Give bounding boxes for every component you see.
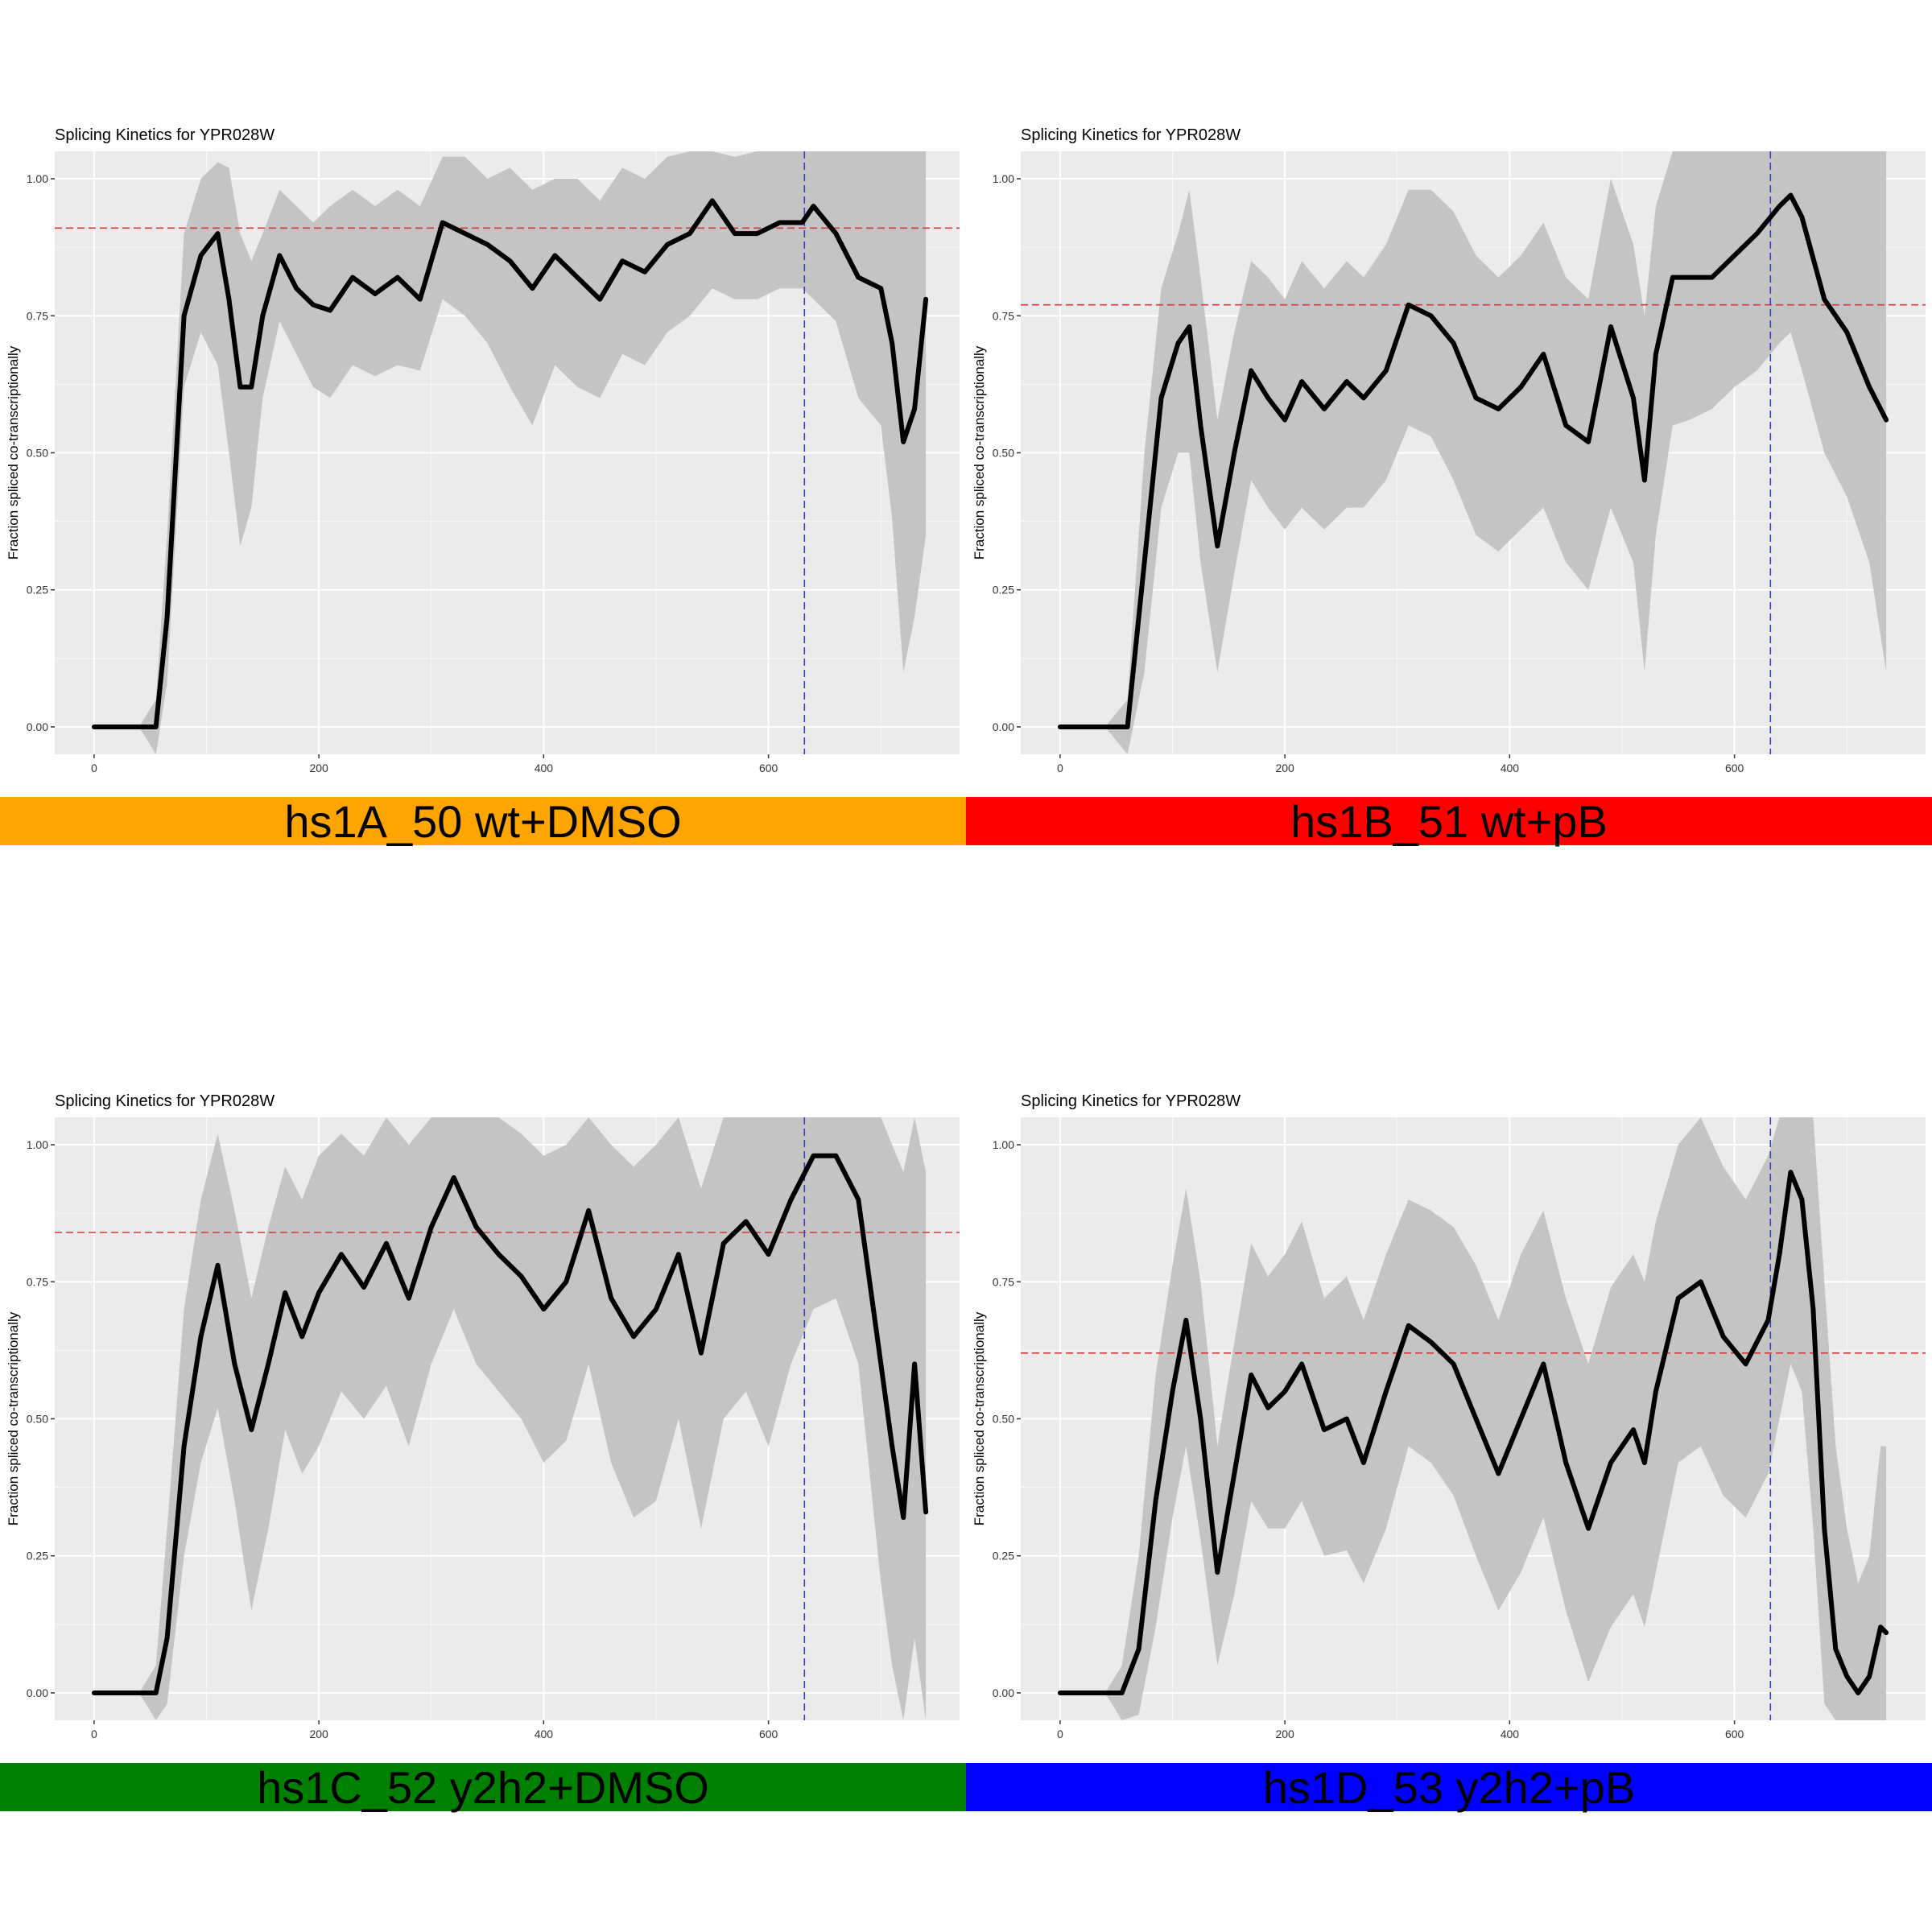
y-axis-label: Fraction spliced co-transcriptionally — [972, 345, 987, 559]
chart-c-svg: Splicing Kinetics for YPR028W 0.00 0.25 0.5… — [6, 1092, 960, 1739]
y-axis-label: Fraction spliced co-transcriptionally — [972, 1311, 987, 1525]
x-tick-label: 200 — [309, 762, 328, 773]
sample-label-band-c: hs1C_52 y2h2+DMSO — [0, 1762, 966, 1813]
chart-panel-c: Splicing Kinetics for YPR028W 0.00 0.25 0.5… — [0, 966, 966, 1813]
series-line — [91, 198, 929, 729]
confidence-ribbon — [1059, 151, 1887, 754]
chart-a-svg: Splicing Kinetics for YPR028W 0.00 0.25 0.5… — [6, 126, 960, 773]
confidence-ribbon — [1059, 1117, 1887, 1720]
x-tick-label: 200 — [1275, 762, 1294, 773]
y-tick-label: 0.25 — [27, 584, 48, 597]
x-tick-label: 200 — [1275, 1728, 1294, 1739]
chart-title: Splicing Kinetics for YPR028W — [55, 126, 275, 144]
x-tick-label: 200 — [309, 1728, 328, 1739]
x-tick-label: 600 — [759, 762, 778, 773]
y-tick-label: 0.00 — [993, 1686, 1014, 1699]
y-tick-label: 1.00 — [993, 172, 1014, 185]
y-tick-label: 0.75 — [993, 309, 1014, 322]
series-line — [1057, 1170, 1889, 1695]
sample-label-band-b: hs1B_51 wt+pB — [966, 796, 1932, 847]
x-tick-label: 0 — [91, 1728, 97, 1739]
y-tick-label: 0.00 — [27, 720, 48, 733]
y-tick-label: 0.75 — [27, 1275, 48, 1288]
sample-label-band-a: hs1A_50 wt+DMSO — [0, 796, 966, 847]
x-tick-label: 600 — [1725, 762, 1744, 773]
chart-title: Splicing Kinetics for YPR028W — [55, 1092, 275, 1110]
y-tick-label: 1.00 — [993, 1138, 1014, 1151]
y-tick-label: 0.50 — [27, 447, 48, 460]
y-tick-label: 0.50 — [993, 1413, 1014, 1426]
chart-title: Splicing Kinetics for YPR028W — [1021, 1092, 1241, 1110]
plot-layer — [1021, 1117, 1926, 1720]
plot-layer — [55, 151, 960, 754]
x-tick-label: 400 — [535, 762, 554, 773]
chart-panel-a: Splicing Kinetics for YPR028W 0.00 0.25 0.5… — [0, 0, 966, 847]
y-axis-label: Fraction spliced co-transcriptionally — [6, 1311, 21, 1525]
confidence-ribbon — [93, 151, 927, 754]
x-tick-label: 600 — [1725, 1728, 1744, 1739]
x-tick-label: 0 — [91, 762, 97, 773]
plot-layer — [55, 1117, 960, 1720]
x-tick-label: 0 — [1057, 1728, 1063, 1739]
y-tick-label: 0.75 — [27, 309, 48, 322]
sample-label-band-d: hs1D_53 y2h2+pB — [966, 1762, 1932, 1813]
plot-layer — [1021, 151, 1926, 754]
chart-b-svg: Splicing Kinetics for YPR028W 0.00 0.25 0.5… — [972, 126, 1926, 773]
chart-d-svg: Splicing Kinetics for YPR028W 0.00 0.25 0.5… — [972, 1092, 1926, 1739]
x-tick-label: 400 — [1501, 762, 1520, 773]
y-axis-label: Fraction spliced co-transcriptionally — [6, 345, 21, 559]
series-line — [91, 1153, 929, 1695]
y-tick-label: 0.25 — [27, 1550, 48, 1563]
y-tick-label: 0.50 — [993, 447, 1014, 460]
chart-title: Splicing Kinetics for YPR028W — [1021, 126, 1241, 144]
y-tick-label: 0.00 — [27, 1686, 48, 1699]
y-tick-label: 0.50 — [27, 1413, 48, 1426]
x-tick-label: 400 — [1501, 1728, 1520, 1739]
x-tick-label: 0 — [1057, 762, 1063, 773]
chart-panel-d: Splicing Kinetics for YPR028W 0.00 0.25 0.5… — [966, 966, 1932, 1813]
x-tick-label: 400 — [535, 1728, 554, 1739]
chart-panel-b: Splicing Kinetics for YPR028W 0.00 0.25 0.5… — [966, 0, 1932, 847]
y-tick-label: 0.25 — [993, 1550, 1014, 1563]
y-tick-label: 1.00 — [27, 172, 48, 185]
y-tick-label: 0.75 — [993, 1275, 1014, 1288]
x-tick-label: 600 — [759, 1728, 778, 1739]
y-tick-label: 1.00 — [27, 1138, 48, 1151]
series-line — [1057, 192, 1889, 729]
y-tick-label: 0.25 — [993, 584, 1014, 597]
y-tick-label: 0.00 — [993, 720, 1014, 733]
